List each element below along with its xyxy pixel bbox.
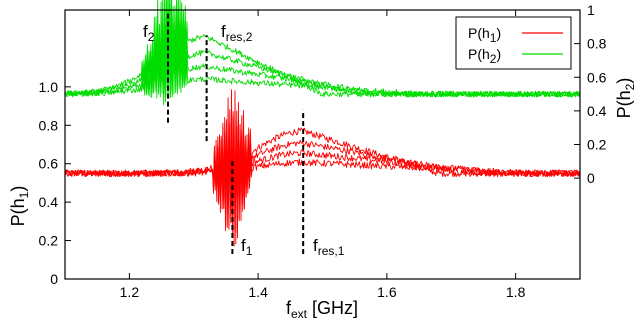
- legend-label-p-h1-rest: ): [496, 25, 501, 41]
- y-right-tick-label: 1: [587, 2, 595, 18]
- x-axis-label-rest: [GHz]: [307, 298, 358, 318]
- x-axis-label-main: f: [286, 298, 292, 318]
- y-left-tick-label: 0.2: [39, 233, 59, 249]
- y-axis-left-label-main: P(h: [8, 198, 28, 226]
- ticks-layer: 1.2 1.4 1.6 1.8 0 0.2 0.4 0.6 0.8 1.0 0 0.2 0.4 0.6 0.…: [39, 2, 607, 300]
- annotation-f1-main: f: [241, 236, 246, 255]
- series-p-h2--trace: [64, 29, 581, 106]
- y-right-tick-label: 0.2: [587, 137, 607, 153]
- annotation-f2: f2: [143, 22, 155, 44]
- x-tick-label: 1.8: [506, 284, 526, 300]
- y-right-tick-label: 0.8: [587, 36, 607, 52]
- annotation-fres1: fres,1: [313, 236, 345, 258]
- legend-label-p-h2-sub: 2: [490, 52, 497, 66]
- annotation-f1: f1: [241, 236, 253, 258]
- annotation-f1-sub: 1: [246, 244, 253, 258]
- y-axis-right-label: P(h2): [614, 78, 637, 119]
- annotation-f2-main: f: [143, 22, 148, 41]
- y-axis-right-label-main: P(h: [614, 90, 634, 118]
- y-axis-left-label-sub: 1: [17, 191, 31, 198]
- y-right-tick-label: 0.6: [587, 69, 607, 85]
- x-axis-label-sub: ext: [291, 307, 308, 321]
- legend-label-p-h1-sub: 1: [490, 31, 497, 45]
- legend: P(h1) P(h2): [455, 16, 572, 70]
- legend-label-p-h2: P(h2): [468, 46, 501, 66]
- legend-label-p-h2-main: P(h: [468, 46, 490, 62]
- legend-label-p-h2-rest: ): [496, 46, 501, 62]
- legend-label-p-h1: P(h1): [468, 25, 501, 45]
- x-tick-label: 1.4: [248, 284, 268, 300]
- x-tick-label: 1.6: [377, 284, 397, 300]
- y-left-tick-label: 1.0: [39, 79, 59, 95]
- legend-box: [455, 16, 572, 70]
- y-left-tick-label: 0.4: [39, 194, 59, 210]
- annotation-f2-sub: 2: [148, 30, 155, 44]
- y-right-tick-label: 0.4: [587, 103, 607, 119]
- y-axis-right-label-sub: 2: [623, 83, 637, 90]
- series-p-h1--trace: [64, 89, 581, 247]
- annotation-fres1-main: f: [313, 236, 318, 255]
- y-left-tick-label: 0: [50, 271, 58, 287]
- y-left-tick-label: 0.6: [39, 156, 59, 172]
- series-p-h1--trace: [64, 103, 581, 233]
- y-axis-right-label-rest: ): [614, 78, 634, 84]
- series-p-h1--trace: [64, 125, 581, 237]
- marker-lines-layer: [167, 10, 305, 255]
- series-p-h2--trace: [64, 12, 581, 98]
- annotation-fres2: fres,2: [221, 22, 253, 44]
- x-tick-label: 1.2: [120, 284, 140, 300]
- y-right-tick-label: 0: [587, 170, 595, 186]
- y-axis-left-label-rest: ): [8, 186, 28, 192]
- annotation-fres2-main: f: [221, 22, 226, 41]
- annotation-fres1-sub: res,1: [318, 244, 345, 258]
- annotation-fres2-sub: res,2: [226, 30, 253, 44]
- y-left-tick-label: 0.8: [39, 117, 59, 133]
- curves-layer: [64, 0, 581, 247]
- y-axis-left-label: P(h1): [8, 186, 31, 227]
- legend-label-p-h1-main: P(h: [468, 25, 490, 41]
- x-axis-label: fext [GHz]: [286, 298, 358, 321]
